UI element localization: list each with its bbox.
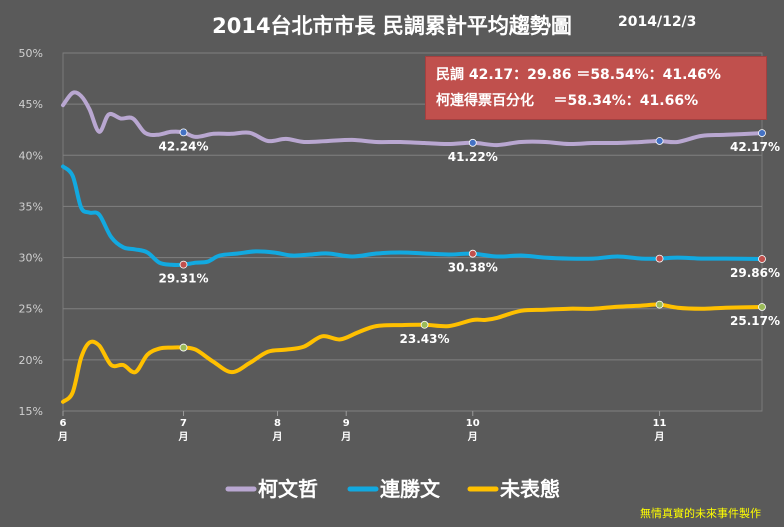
data-label: 29.86% [730, 266, 780, 280]
x-tick-label: 7 [180, 418, 187, 429]
y-tick-label: 50% [19, 47, 43, 60]
data-point [655, 137, 664, 145]
data-point [758, 303, 766, 311]
x-tick-label: 9 [343, 418, 350, 429]
data-label: 29.31% [159, 272, 209, 286]
credit-text: 無情真實的未來事件製作 [640, 507, 761, 520]
data-point [758, 129, 766, 137]
x-tick-label: 11 [653, 418, 667, 429]
data-point [655, 254, 664, 263]
data-point [468, 249, 477, 258]
data-point [420, 320, 429, 329]
x-tick-unit: 月 [57, 431, 68, 443]
series-line [61, 302, 764, 404]
legend-label: 柯文哲 [258, 477, 318, 501]
summary-line-2: 柯連得票百分化 ＝58.34%：41.66% [436, 93, 699, 109]
legend-label: 未表態 [500, 477, 560, 501]
chart-date: 2014/12/3 [618, 14, 697, 30]
data-label: 30.38% [448, 261, 498, 275]
data-point [655, 300, 664, 309]
data-label: 41.22% [448, 150, 498, 164]
series-line [61, 90, 764, 148]
data-label: 42.24% [159, 139, 209, 153]
x-tick-unit: 月 [178, 431, 189, 443]
summary-line-1: 民調 42.17：29.86 ＝58.54%：41.46% [436, 67, 721, 83]
x-tick-label: 6 [60, 418, 67, 429]
y-tick-label: 15% [19, 405, 43, 418]
data-label: 42.17% [730, 140, 780, 154]
data-point [468, 138, 477, 147]
data-point [179, 343, 188, 352]
y-tick-label: 40% [19, 149, 43, 162]
x-tick-unit: 月 [272, 431, 283, 443]
legend-label: 連勝文 [380, 477, 441, 501]
y-tick-label: 35% [19, 200, 43, 213]
data-label: 25.17% [730, 314, 780, 328]
x-tick-unit: 月 [654, 431, 665, 443]
chart-title: 2014台北市市長 民調累計平均趨勢圖 [212, 14, 572, 38]
data-point [179, 260, 188, 269]
x-tick-unit: 月 [340, 431, 351, 443]
y-tick-label: 20% [19, 354, 43, 367]
data-point [179, 128, 188, 137]
summary-box: 民調 42.17：29.86 ＝58.54%：41.46% 柯連得票百分化 ＝5… [425, 56, 767, 120]
x-tick-unit: 月 [467, 431, 478, 443]
y-tick-label: 25% [19, 303, 43, 316]
data-point [758, 255, 766, 263]
y-tick-label: 30% [19, 252, 43, 265]
y-tick-label: 45% [19, 98, 43, 111]
data-label: 23.43% [400, 332, 450, 346]
x-tick-label: 10 [466, 418, 480, 429]
x-tick-label: 8 [274, 418, 281, 429]
series-line [61, 164, 764, 267]
